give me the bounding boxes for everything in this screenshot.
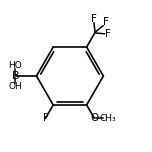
Text: CH₃: CH₃ xyxy=(100,114,116,123)
Text: OH: OH xyxy=(8,82,22,91)
Text: HO: HO xyxy=(8,61,22,70)
Text: F: F xyxy=(43,113,48,123)
Text: F: F xyxy=(103,17,109,27)
Text: B: B xyxy=(11,71,19,81)
Text: F: F xyxy=(91,14,96,24)
Text: F: F xyxy=(105,29,111,39)
Text: O: O xyxy=(90,113,98,123)
